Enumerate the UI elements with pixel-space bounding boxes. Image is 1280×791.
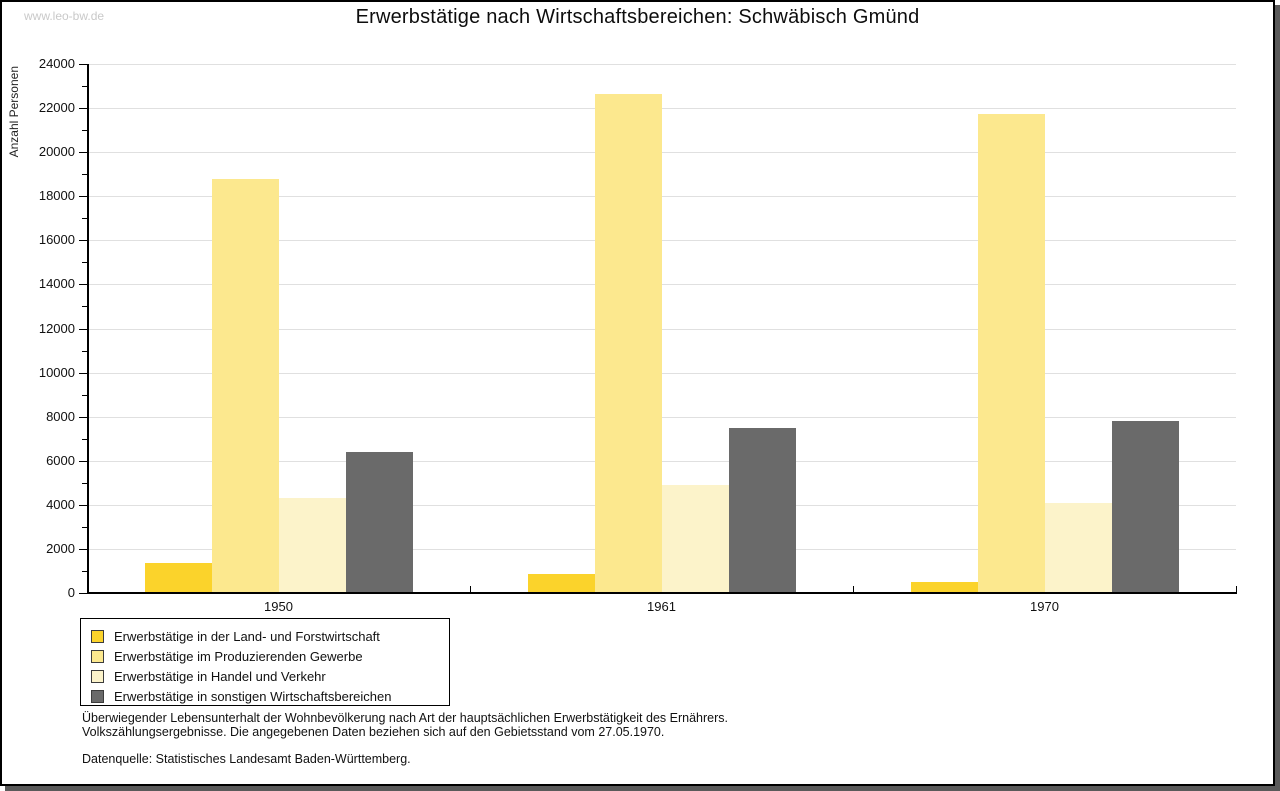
- y-axis-minor-tick: [82, 174, 87, 175]
- legend-swatch-icon: [91, 689, 104, 703]
- x-axis-tick-label: 1950: [264, 599, 293, 614]
- legend-item-3: Erwerbstätige in Handel und Verkehr: [91, 666, 449, 686]
- y-axis-tick-label: 4000: [46, 497, 75, 512]
- data-source: Datenquelle: Statistisches Landesamt Bad…: [82, 752, 411, 766]
- y-axis-minor-tick: [82, 262, 87, 263]
- y-axis-tick: [79, 373, 87, 374]
- bar-series-2-1950: [212, 179, 279, 593]
- y-axis-tick: [79, 108, 87, 109]
- y-axis-tick: [79, 329, 87, 330]
- y-axis-minor-tick: [82, 571, 87, 572]
- x-axis-tick: [470, 586, 471, 593]
- watermark: www.leo-bw.de: [24, 9, 105, 23]
- y-axis-minor-tick: [82, 86, 87, 87]
- y-axis-tick: [79, 196, 87, 197]
- legend-label: Erwerbstätige in Handel und Verkehr: [114, 668, 326, 684]
- bar-series-3-1961: [662, 485, 729, 593]
- y-axis-tick: [79, 549, 87, 550]
- y-axis-minor-tick: [82, 439, 87, 440]
- y-axis-minor-tick: [82, 527, 87, 528]
- y-axis-minor-tick: [82, 483, 87, 484]
- y-axis-tick: [79, 152, 87, 153]
- y-axis-tick-label: 20000: [38, 144, 75, 159]
- y-axis-tick-label: 6000: [46, 453, 75, 468]
- y-axis-tick-label: 10000: [38, 365, 75, 380]
- y-axis-tick-label: 18000: [38, 188, 75, 203]
- footnote-line-2: Volkszählungsergebnisse. Die angegebenen…: [82, 725, 665, 739]
- bar-series-2-1961: [595, 94, 662, 593]
- bar-series-3-1970: [1045, 503, 1112, 593]
- y-axis-tick-label: 12000: [38, 321, 75, 336]
- x-axis-tick-label: 1961: [647, 599, 676, 614]
- y-axis-tick: [79, 284, 87, 285]
- legend: Erwerbstätige in der Land- und Forstwirt…: [80, 618, 450, 706]
- y-axis-tick-label: 16000: [38, 232, 75, 247]
- legend-item-4: Erwerbstätige in sonstigen Wirtschaftsbe…: [91, 686, 449, 706]
- x-axis-tick: [1236, 586, 1237, 593]
- footnote-line-1: Überwiegender Lebensunterhalt der Wohnbe…: [82, 711, 728, 725]
- y-axis-tick-label: 8000: [46, 409, 75, 424]
- bar-series-4-1970: [1112, 421, 1179, 593]
- legend-item-1: Erwerbstätige in der Land- und Forstwirt…: [91, 626, 449, 646]
- legend-label: Erwerbstätige in der Land- und Forstwirt…: [114, 628, 380, 644]
- y-axis-minor-tick: [82, 218, 87, 219]
- y-axis-tick: [79, 417, 87, 418]
- x-axis-line: [87, 592, 1237, 594]
- y-axis-tick-label: 22000: [38, 100, 75, 115]
- y-axis-tick-label: 0: [67, 585, 75, 600]
- bar-series-1-1950: [145, 563, 212, 593]
- y-axis-tick: [79, 461, 87, 462]
- y-axis-line: [87, 64, 89, 593]
- legend-swatch-icon: [91, 669, 104, 683]
- legend-label: Erwerbstätige in sonstigen Wirtschaftsbe…: [114, 688, 392, 704]
- bar-series-4-1961: [729, 428, 796, 593]
- y-axis-tick: [79, 593, 87, 594]
- y-axis-tick-label: 14000: [38, 276, 75, 291]
- y-axis-tick: [79, 64, 87, 65]
- y-axis-minor-tick: [82, 306, 87, 307]
- x-axis-tick: [853, 586, 854, 593]
- y-axis-minor-tick: [82, 395, 87, 396]
- y-axis-minor-tick: [82, 351, 87, 352]
- legend-swatch-icon: [91, 649, 104, 663]
- y-axis-tick: [79, 240, 87, 241]
- x-axis-tick-label: 1970: [1030, 599, 1059, 614]
- legend-label: Erwerbstätige im Produzierenden Gewerbe: [114, 648, 363, 664]
- y-axis-tick-label: 2000: [46, 541, 75, 556]
- bar-series-4-1950: [346, 452, 413, 593]
- legend-item-2: Erwerbstätige im Produzierenden Gewerbe: [91, 646, 449, 666]
- y-axis-tick: [79, 505, 87, 506]
- bar-series-1-1961: [528, 574, 595, 593]
- bar-series-2-1970: [978, 114, 1045, 593]
- gridline: [87, 64, 1236, 65]
- bar-series-1-1970: [911, 582, 978, 593]
- y-axis-tick-label: 24000: [38, 56, 75, 71]
- y-axis-minor-tick: [82, 130, 87, 131]
- bar-series-3-1950: [279, 498, 346, 593]
- legend-swatch-icon: [91, 629, 104, 643]
- chart-title: Erwerbstätige nach Wirtschaftsbereichen:…: [355, 6, 920, 28]
